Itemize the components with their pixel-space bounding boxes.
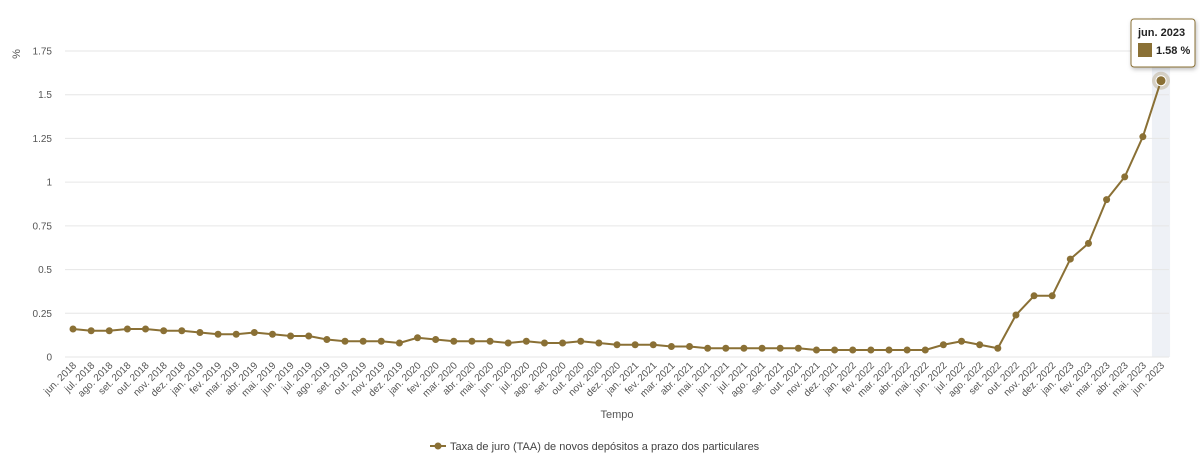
data-point [812, 346, 820, 354]
data-point [649, 341, 657, 349]
data-point [939, 341, 947, 349]
tooltip: jun. 2023 1.58 % [1130, 18, 1196, 68]
data-point [359, 337, 367, 345]
data-point [69, 325, 77, 333]
data-point [196, 329, 204, 337]
series-line [72, 80, 1162, 352]
data-point [414, 334, 422, 342]
hover-highlight-band [1151, 18, 1171, 357]
data-point [577, 337, 585, 345]
data-point [540, 339, 548, 347]
y-tick-label: 0.5 [38, 265, 52, 276]
data-point [1048, 292, 1056, 300]
data-point [214, 330, 222, 338]
data-point [994, 344, 1002, 352]
data-point [613, 341, 621, 349]
data-point [377, 337, 385, 345]
y-tick-label: 0.75 [33, 221, 53, 232]
data-point [178, 327, 186, 335]
data-point [232, 330, 240, 338]
y-tick-label: 1 [46, 178, 52, 189]
y-tick-label: 0.25 [33, 309, 53, 320]
tooltip-color-swatch [1138, 43, 1152, 57]
legend[interactable]: Taxa de juro (TAA) de novos depósitos a … [430, 441, 760, 453]
data-point [667, 343, 675, 351]
data-point [1030, 292, 1038, 300]
y-tick-label: 0 [46, 353, 52, 364]
y-tick-label: 1.75 [33, 47, 53, 58]
legend-marker [434, 442, 442, 450]
data-point [160, 327, 168, 335]
tooltip-value: 1.58 % [1156, 45, 1190, 57]
data-point [559, 339, 567, 347]
data-point [1139, 133, 1147, 141]
data-point [867, 346, 875, 354]
data-point [486, 337, 494, 345]
data-point [305, 332, 313, 340]
data-point [595, 339, 603, 347]
data-point [631, 341, 639, 349]
data-point [740, 344, 748, 352]
gridlines [65, 50, 1169, 358]
y-tick-label: 1.5 [38, 90, 52, 101]
x-axis-label: Tempo [600, 409, 633, 421]
data-point [123, 325, 131, 333]
data-point [1066, 255, 1074, 263]
data-point [1121, 173, 1129, 181]
data-point [885, 346, 893, 354]
y-axis-label: % [11, 49, 23, 59]
series-layer [69, 71, 1170, 354]
y-tick-label: 1.25 [33, 134, 53, 145]
data-point [105, 327, 113, 335]
data-point [395, 339, 403, 347]
data-point [1012, 311, 1020, 319]
data-point [468, 337, 476, 345]
data-point [903, 346, 911, 354]
data-point [776, 344, 784, 352]
data-point [921, 346, 929, 354]
data-point [704, 344, 712, 352]
data-point [323, 336, 331, 344]
data-point [268, 330, 276, 338]
data-point [958, 337, 966, 345]
data-point [504, 339, 512, 347]
highlight-band-layer [1151, 18, 1171, 357]
tooltip-title: jun. 2023 [1137, 27, 1185, 39]
data-point [1084, 239, 1092, 247]
data-point [522, 337, 530, 345]
data-point [758, 344, 766, 352]
data-point [849, 346, 857, 354]
data-point [1103, 196, 1111, 204]
data-point [794, 344, 802, 352]
data-point [142, 325, 150, 333]
data-point [287, 332, 295, 340]
data-point [250, 329, 258, 337]
data-point [432, 336, 440, 344]
y-axis-ticks: 0 0.25 0.5 0.75 1 1.25 1.5 1.75 [33, 47, 53, 364]
data-point [722, 344, 730, 352]
data-point [341, 337, 349, 345]
data-point [831, 346, 839, 354]
data-point [686, 343, 694, 351]
data-point-hovered [1155, 75, 1167, 87]
data-point [87, 327, 95, 335]
data-point [976, 341, 984, 349]
legend-label[interactable]: Taxa de juro (TAA) de novos depósitos a … [450, 441, 760, 453]
data-point [450, 337, 458, 345]
